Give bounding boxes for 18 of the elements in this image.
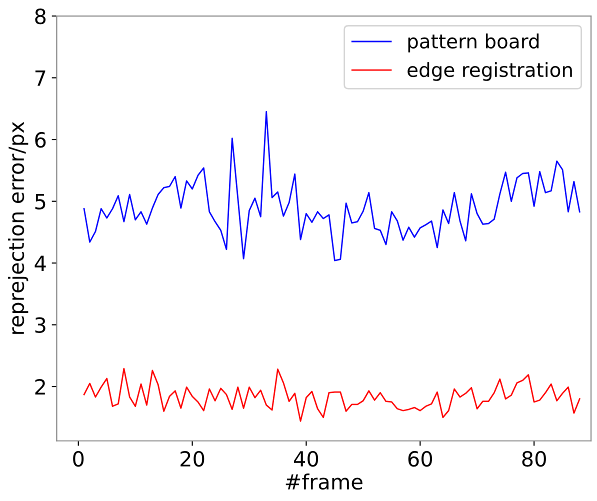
legend-label: edge registration: [408, 62, 572, 81]
x-axis-title: #frame: [286, 474, 362, 490]
y-tick-label: 2: [35, 378, 45, 394]
legend-label: pattern board: [408, 34, 539, 52]
y-tick-label: 7: [35, 70, 46, 86]
x-tick-label: 60: [408, 450, 432, 467]
line-series: [83, 368, 580, 422]
line-series: [83, 111, 580, 262]
y-tick-label: 5: [35, 194, 46, 210]
y-tick-label: 6: [35, 132, 46, 148]
y-tick-label: 3: [35, 317, 46, 333]
x-tick-label: 40: [294, 450, 318, 467]
x-tick-label: 20: [180, 450, 204, 467]
y-axis-title: reprejection error/px: [8, 122, 28, 334]
x-tick-label: 0: [73, 450, 84, 467]
x-tick-label: 80: [522, 450, 546, 467]
y-tick-label: 8: [35, 8, 46, 24]
y-tick-label: 4: [34, 256, 46, 271]
